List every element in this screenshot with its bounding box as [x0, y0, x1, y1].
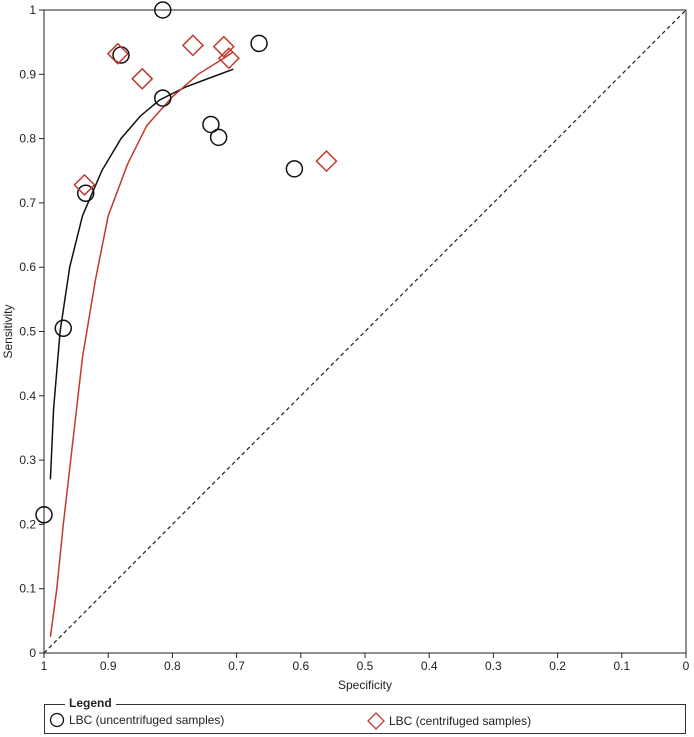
point-centrifuged: [181, 34, 205, 57]
point-uncentrifuged: [54, 319, 73, 338]
y-tick-label: 0.4: [19, 389, 36, 403]
x-tick-label: 0.3: [485, 659, 502, 673]
point-uncentrifuged: [250, 34, 268, 53]
x-axis: 1 0.9 0.8 0.7 0.6 0.5 0.4 0.3 0.2 0.1 0: [41, 653, 690, 673]
sroc-curve-centrifuged: [49, 51, 234, 637]
y-tick-label: 0.1: [19, 582, 36, 596]
data-points: [35, 1, 338, 524]
point-uncentrifuged: [76, 184, 95, 203]
reference-line: [43, 9, 687, 654]
sroc-curve-uncentrifuged: [49, 68, 234, 480]
point-uncentrifuged: [154, 1, 172, 19]
point-uncentrifuged: [209, 128, 228, 147]
x-tick-label: 0: [683, 659, 690, 673]
y-tick-label: 0.7: [19, 196, 36, 210]
summary-curves: [49, 51, 234, 637]
point-uncentrifuged: [202, 115, 220, 134]
point-uncentrifuged: [35, 506, 53, 524]
y-axis-title: Sensitivity: [1, 304, 15, 358]
point-centrifuged: [315, 150, 338, 173]
point-centrifuged: [73, 173, 96, 196]
y-tick-label: 0.6: [19, 260, 36, 274]
y-tick-label: 0.5: [19, 325, 36, 339]
x-tick-label: 0.9: [100, 659, 117, 673]
x-tick-label: 0.7: [228, 659, 245, 673]
circle-marker-icon: [49, 712, 65, 728]
point-uncentrifuged: [154, 89, 172, 107]
x-tick-label: 1: [41, 659, 48, 673]
legend-title: Legend: [65, 696, 116, 710]
roc-chart: 1 0.9 0.8 0.7 0.6 0.5 0.4 0.3 0.2 0.1 0 0 0.1 0.2 0.3…: [1, 1, 690, 692]
diamond-marker-icon: [367, 712, 385, 730]
x-axis-title: Specificity: [338, 678, 392, 692]
legend: Legend LBC (uncentrifuged samples) LBC (…: [44, 696, 686, 734]
legend-item-uncentrifuged: LBC (uncentrifuged samples): [49, 712, 224, 728]
point-centrifuged: [217, 47, 240, 70]
legend-item-centrifuged: LBC (centrifuged samples): [367, 712, 531, 730]
point-centrifuged: [106, 42, 129, 65]
y-tick-label: 1: [29, 3, 36, 17]
point-centrifuged: [131, 67, 154, 90]
y-tick-label: 0.2: [19, 517, 36, 531]
point-centrifuged: [212, 35, 235, 58]
x-tick-label: 0.4: [421, 659, 438, 673]
y-tick-label: 0.3: [19, 453, 36, 467]
x-tick-label: 0.1: [613, 659, 630, 673]
x-tick-label: 0.2: [549, 659, 566, 673]
point-uncentrifuged: [285, 160, 304, 178]
x-tick-label: 0.6: [292, 659, 309, 673]
x-tick-label: 0.5: [357, 659, 374, 673]
legend-label-uncentrifuged: LBC (uncentrifuged samples): [69, 713, 225, 727]
legend-label-centrifuged: LBC (centrifuged samples): [389, 714, 532, 728]
y-tick-label: 0.9: [19, 67, 36, 81]
reference-diagonal: [43, 9, 687, 654]
y-tick-label: 0.8: [19, 132, 36, 146]
x-tick-label: 0.8: [164, 659, 181, 673]
y-axis: 0 0.1 0.2 0.3 0.4 0.5 0.6 0.7 0.8 0.9 1: [19, 3, 44, 660]
y-tick-label: 0: [29, 646, 36, 660]
